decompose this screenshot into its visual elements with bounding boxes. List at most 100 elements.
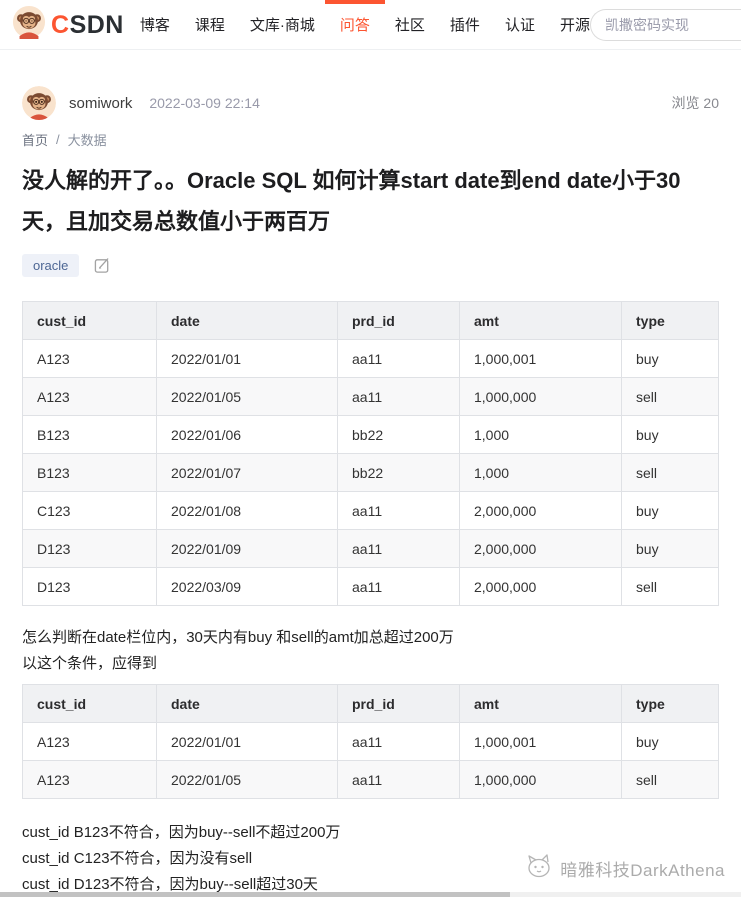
question-text: 怎么判断在date栏位内，30天内有buy 和sell的amt加总超过200万 … — [22, 625, 719, 677]
table-cell: 2022/01/09 — [156, 529, 338, 568]
horizontal-scrollbar[interactable] — [0, 892, 741, 897]
table-cell: 1,000,000 — [459, 377, 622, 416]
nav-item-7[interactable]: 认证 — [504, 17, 535, 34]
column-header: prd_id — [337, 301, 460, 340]
csdn-monkey-icon — [12, 5, 46, 44]
search-input[interactable] — [589, 8, 741, 41]
table-cell: A123 — [22, 760, 157, 799]
post-meta: somiwork 2022-03-09 22:14 浏览 20 — [22, 86, 719, 120]
table-cell: C123 — [22, 491, 157, 530]
table-row: A123 2022/01/05 aa11 1,000,000 sell — [22, 760, 719, 799]
nav-item-3[interactable]: 文库·商城 — [249, 17, 315, 34]
column-header: cust_id — [22, 684, 157, 723]
table-cell: buy — [621, 415, 719, 454]
table-cell: buy — [621, 491, 719, 530]
table-cell: buy — [621, 529, 719, 568]
table-cell: 1,000,000 — [459, 760, 622, 799]
column-header: amt — [459, 684, 622, 723]
table-row: B123 2022/01/07 bb22 1,000 sell — [22, 453, 719, 492]
table-cell: 2,000,000 — [459, 491, 622, 530]
tag-oracle[interactable]: oracle — [22, 254, 80, 277]
table-cell: buy — [621, 722, 719, 761]
table-cell: 2,000,000 — [459, 567, 622, 606]
table-cell: aa11 — [337, 722, 460, 761]
table-header-row: cust_id date prd_id amt type — [22, 684, 719, 723]
post-timestamp: 2022-03-09 22:14 — [149, 95, 260, 111]
table-cell: A123 — [22, 339, 157, 378]
table-row: A123 2022/01/05 aa11 1,000,000 sell — [22, 377, 719, 416]
breadcrumb: 首页 / 大数据 — [22, 130, 719, 149]
table-cell: 1,000 — [459, 415, 622, 454]
table-cell: 1,000,001 — [459, 339, 622, 378]
table-cell: aa11 — [337, 567, 460, 606]
nav-item-2[interactable]: 课程 — [194, 17, 225, 34]
csdn-wordmark: CSDN — [51, 10, 124, 39]
top-navbar: CSDN 博客 课程 文库·商城 问答 社区 插件 认证 开源 — [0, 0, 741, 50]
nav-item-4[interactable]: 问答 — [340, 0, 370, 49]
conclusion-line: cust_id C123不符合，因为没有sell — [22, 850, 253, 867]
watermark: 暗雅科技DarkAthena — [524, 852, 725, 885]
table-cell: aa11 — [337, 377, 460, 416]
nav-item-5[interactable]: 社区 — [394, 17, 425, 34]
table-cell: B123 — [22, 415, 157, 454]
table-row: A123 2022/01/01 aa11 1,000,001 buy — [22, 722, 719, 761]
column-header: type — [621, 301, 719, 340]
table-cell: aa11 — [337, 491, 460, 530]
expected-result-table: cust_id date prd_id amt type A123 2022/01/01 aa… — [22, 684, 719, 799]
table-cell: buy — [621, 339, 719, 378]
table-cell: 2022/01/05 — [156, 377, 338, 416]
table-cell: aa11 — [337, 339, 460, 378]
author-name[interactable]: somiwork — [69, 94, 133, 112]
conclusion-text: cust_id B123不符合，因为buy--sell不超过200万 cust_i… — [22, 820, 719, 897]
conclusion-line: cust_id B123不符合，因为buy--sell不超过200万 — [22, 824, 341, 841]
search-area — [589, 0, 741, 49]
question-page: somiwork 2022-03-09 22:14 浏览 20 首页 / 大数据… — [0, 86, 741, 897]
table-cell: 2022/01/05 — [156, 760, 338, 799]
page-title: 没人解的开了。。Oracle SQL 如何计算start date到end da… — [22, 168, 681, 234]
table-cell: sell — [621, 567, 719, 606]
avatar[interactable] — [22, 86, 56, 120]
breadcrumb-category[interactable]: 大数据 — [67, 133, 107, 148]
tag-row: oracle — [22, 254, 719, 277]
column-header: amt — [459, 301, 622, 340]
table-row: C123 2022/01/08 aa11 2,000,000 buy — [22, 491, 719, 530]
column-header: date — [156, 301, 338, 340]
table-cell: sell — [621, 760, 719, 799]
table-header-row: cust_id date prd_id amt type — [22, 301, 719, 340]
column-header: type — [621, 684, 719, 723]
breadcrumb-separator: / — [56, 132, 60, 147]
table-row: B123 2022/01/06 bb22 1,000 buy — [22, 415, 719, 454]
table-cell: 2022/01/01 — [156, 722, 338, 761]
watermark-logo-icon — [524, 852, 554, 885]
table-cell: aa11 — [337, 760, 460, 799]
edit-icon[interactable] — [94, 257, 111, 274]
conclusion-line: cust_id D123不符合，因为buy--sell超过30天 — [22, 876, 318, 893]
table-cell: 2022/03/09 — [156, 567, 338, 606]
table-cell: B123 — [22, 453, 157, 492]
breadcrumb-home[interactable]: 首页 — [22, 133, 49, 148]
table-cell: 2022/01/06 — [156, 415, 338, 454]
table-cell: D123 — [22, 529, 157, 568]
table-cell: A123 — [22, 377, 157, 416]
table-cell: sell — [621, 377, 719, 416]
question-table: cust_id date prd_id amt type A123 2022/01/01 aa… — [22, 301, 719, 606]
table-cell: sell — [621, 453, 719, 492]
watermark-text: 暗雅科技DarkAthena — [560, 861, 725, 880]
nav-item-8[interactable]: 开源 — [559, 17, 590, 34]
table-cell: bb22 — [337, 415, 460, 454]
column-header: prd_id — [337, 684, 460, 723]
table-row: D123 2022/01/09 aa11 2,000,000 buy — [22, 529, 719, 568]
question-line: 怎么判断在date栏位内，30天内有buy 和sell的amt加总超过200万 — [22, 629, 454, 646]
table-row: A123 2022/01/01 aa11 1,000,001 buy — [22, 339, 719, 378]
table-cell: 2022/01/01 — [156, 339, 338, 378]
table-cell: 1,000,001 — [459, 722, 622, 761]
table-cell: 2022/01/07 — [156, 453, 338, 492]
csdn-logo[interactable]: CSDN — [12, 0, 124, 49]
question-line: 以这个条件，应得到 — [22, 655, 158, 672]
view-count: 浏览 20 — [671, 95, 719, 111]
table-cell: 2,000,000 — [459, 529, 622, 568]
nav-item-1[interactable]: 博客 — [139, 17, 170, 34]
table-cell: aa11 — [337, 529, 460, 568]
horizontal-scrollbar-thumb[interactable] — [0, 892, 510, 897]
nav-item-6[interactable]: 插件 — [449, 17, 480, 34]
